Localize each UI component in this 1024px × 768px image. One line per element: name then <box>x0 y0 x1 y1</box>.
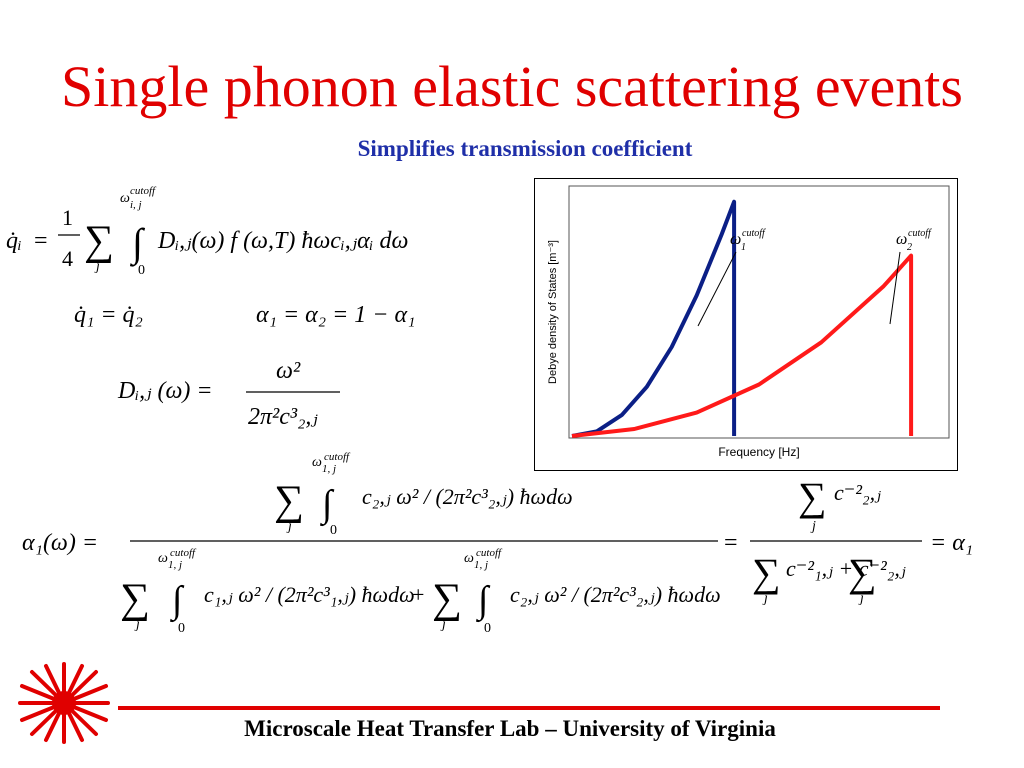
annotation-omega1-cutoff: ω cutoff 1 <box>697 228 766 327</box>
eq4-rhs-num: c⁻²₂,ⱼ <box>834 480 881 505</box>
equation-transmission-coefficient: α₁(ω) = ∑ j cutoff ω 1, j ∫ 0 c₂,ⱼ ω² / … <box>22 451 973 636</box>
eq4-den-sum-index-2: j <box>440 617 446 632</box>
annotation-2-sub: 2 <box>907 242 912 253</box>
eq4-den-int-sub-1: 1, j <box>168 559 182 571</box>
eq4-den-int-upper-2: ω <box>464 551 474 566</box>
eq4-den-body-2: c₂,ⱼ ω² / (2π²c³₂,ⱼ) ħωdω <box>510 582 721 607</box>
annotation-1-sub: 1 <box>741 242 746 253</box>
annotation-2-symbol: ω <box>896 231 907 248</box>
eq1-int-upper-sub: i, j <box>130 199 142 211</box>
eq3-num: ω² <box>276 358 301 384</box>
eq4-num-int-sup: cutoff <box>324 451 351 463</box>
eq2-right: α₁ = α₂ = 1 − α₁ <box>256 302 415 328</box>
eq1-int-upper-sup: cutoff <box>130 185 157 197</box>
dos-chart: Debye density of States [m⁻³] Frequency … <box>534 178 958 471</box>
equation-equality: q̇₁ = q̇₂ α₁ = α₂ = 1 − α₁ <box>74 302 415 328</box>
eq4-den-plus: + <box>412 582 424 607</box>
eq4-rhs-den-sum-2: ∑ <box>848 550 877 595</box>
eq4-rhs-den-sum-1: ∑ <box>752 550 781 595</box>
eq4-rhs-den-sum-index-2: j <box>858 591 864 606</box>
eq4-num-body: c₂,ⱼ ω² / (2π²c³₂,ⱼ) ħωdω <box>362 484 573 509</box>
eq4-den-int-lower-2: 0 <box>484 621 491 636</box>
eq1-sum-index: j <box>94 259 100 274</box>
eq4-den-int-upper-1: ω <box>158 551 168 566</box>
slide-title: Single phonon elastic scattering events <box>60 54 963 119</box>
annotation-2-sup: cutoff <box>908 228 932 239</box>
eq4-rhs-den-sum-index-1: j <box>762 591 768 606</box>
equation-debye-dos: Dᵢ,ⱼ (ω) = ω² 2π²c³₂,ⱼ <box>117 358 340 430</box>
eq4-den-body-1: c₁,ⱼ ω² / (2π²c³₁,ⱼ) ħωdω <box>204 582 415 607</box>
eq4-num-int-sub: 1, j <box>322 463 336 475</box>
eq4-den-int-sup-2: cutoff <box>476 547 503 559</box>
eq1-equals: = <box>34 228 48 254</box>
eq4-den-integral-1: ∫ <box>170 579 185 623</box>
series-2-line <box>571 253 914 438</box>
eq4-den-integral-2: ∫ <box>476 579 491 623</box>
eq1-lhs: q̇ᵢ <box>6 228 22 254</box>
eq4-final: = α₁ <box>930 530 973 556</box>
eq1-frac-num: 1 <box>62 205 73 230</box>
eq4-den-sum-1: ∑ <box>120 576 150 622</box>
eq4-num-sum-index: j <box>286 519 292 534</box>
annotation-1-sup: cutoff <box>742 228 766 239</box>
eq4-den-int-sup-1: cutoff <box>170 547 197 559</box>
eq3-lhs: Dᵢ,ⱼ (ω) = <box>117 378 213 404</box>
eq2-left: q̇₁ = q̇₂ <box>74 302 143 328</box>
annotation-1-symbol: ω <box>730 231 741 248</box>
footer-rule <box>118 706 940 710</box>
series-layer <box>571 199 914 438</box>
eq4-num-sum: ∑ <box>274 478 304 524</box>
y-axis-label: Debye density of States [m⁻³] <box>547 240 559 384</box>
eq4-den-sum-2: ∑ <box>432 576 462 622</box>
eq4-den-sum-index-1: j <box>134 617 140 632</box>
eq4-den-int-sub-2: 1, j <box>474 559 488 571</box>
eq1-sum-symbol: ∑ <box>84 218 114 264</box>
annotation-omega2-cutoff: ω cutoff 2 <box>889 228 932 325</box>
eq4-den-int-lower-1: 0 <box>178 621 185 636</box>
eq4-lhs: α₁(ω) = <box>22 530 98 556</box>
eq4-num-int-lower: 0 <box>330 523 337 538</box>
red-sunburst-icon <box>18 662 110 744</box>
eq1-body: Dᵢ,ⱼ(ω) f (ω,T) ħωcᵢ,ⱼαᵢ dω <box>157 228 408 254</box>
plot-area <box>568 185 950 439</box>
series-1-line <box>571 199 737 438</box>
slide-subtitle: Simplifies transmission coefficient <box>357 136 693 161</box>
eq4-mid-equals: = <box>724 530 738 556</box>
eq4-rhs-den: c⁻²₁,ⱼ + c⁻²₂,ⱼ <box>786 556 906 581</box>
x-axis-label: Frequency [Hz] <box>718 445 799 459</box>
eq4-rhs-num-sum: ∑ <box>798 474 827 519</box>
eq4-num-int-upper: ω <box>312 455 322 470</box>
eq4-num-integral: ∫ <box>320 483 335 527</box>
eq1-frac-den: 4 <box>62 246 73 271</box>
eq1-int-lower: 0 <box>138 263 145 278</box>
eq3-den: 2π²c³₂,ⱼ <box>248 404 318 430</box>
footer-text: Microscale Heat Transfer Lab – Universit… <box>244 716 776 741</box>
equation-heat-flux: q̇ᵢ = 1 4 ∑ j ω cutoff i, j ∫ 0 Dᵢ,ⱼ(ω) … <box>6 185 408 278</box>
eq1-integral: ∫ <box>129 220 146 267</box>
eq1-int-upper: ω <box>120 191 130 206</box>
eq4-rhs-num-sum-index: j <box>810 519 816 534</box>
